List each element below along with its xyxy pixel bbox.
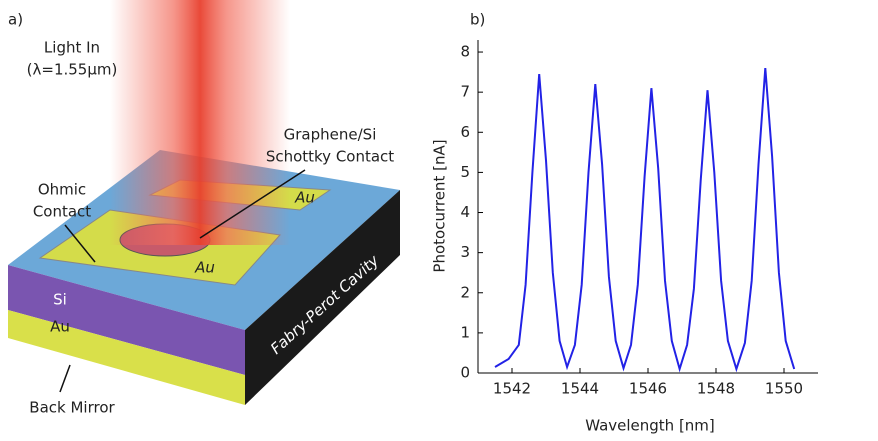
device-diagram: a) Light In (λ=1.55μm) Graphene/Si Schot…	[8, 0, 485, 417]
y-tick-label: 6	[460, 123, 470, 141]
y-tick-label: 3	[460, 243, 470, 261]
y-tick-label: 7	[460, 83, 470, 101]
panel-label: a)	[8, 11, 23, 29]
chart: Wavelength [nm] Photocurrent [nA] 0 1 2 3 4 5…	[431, 40, 818, 435]
label: Graphene/Si	[284, 126, 377, 144]
label: (λ=1.55μm)	[27, 61, 118, 79]
x-tick-label: 1542	[493, 380, 531, 398]
data-line	[494, 68, 796, 373]
y-tick-label: 4	[460, 203, 470, 221]
arrow	[59, 364, 71, 393]
y-tick-label: 0	[460, 364, 470, 382]
light-beam	[110, 0, 290, 245]
cavity-face	[245, 190, 400, 405]
arrow	[199, 169, 306, 239]
label: Au	[194, 259, 215, 277]
x-axis-label: Wavelength [nm]	[585, 417, 715, 435]
label: Contact	[33, 203, 91, 221]
x-tick-label: 1546	[629, 380, 667, 398]
label: Ohmic	[38, 181, 86, 199]
x-tick-label: 1550	[765, 380, 803, 398]
y-tick-label: 5	[460, 163, 470, 181]
y-tick-label: 8	[460, 43, 470, 61]
si-layer	[8, 265, 245, 375]
y-tick-label: 2	[460, 283, 470, 301]
y-axis-label: Photocurrent [nA]	[431, 139, 449, 272]
label: Si	[53, 291, 67, 309]
label: Au	[50, 318, 70, 336]
panel-label: b)	[470, 11, 485, 29]
label: Schottky Contact	[266, 148, 394, 166]
x-tick-label: 1548	[697, 380, 735, 398]
x-tick-label: 1544	[561, 380, 599, 398]
label: Back Mirror	[29, 399, 115, 417]
y-tick-label: 1	[460, 323, 470, 341]
label: Au	[294, 189, 315, 207]
label: Light In	[44, 39, 100, 57]
arrow	[64, 224, 96, 263]
au-layer	[8, 310, 245, 405]
